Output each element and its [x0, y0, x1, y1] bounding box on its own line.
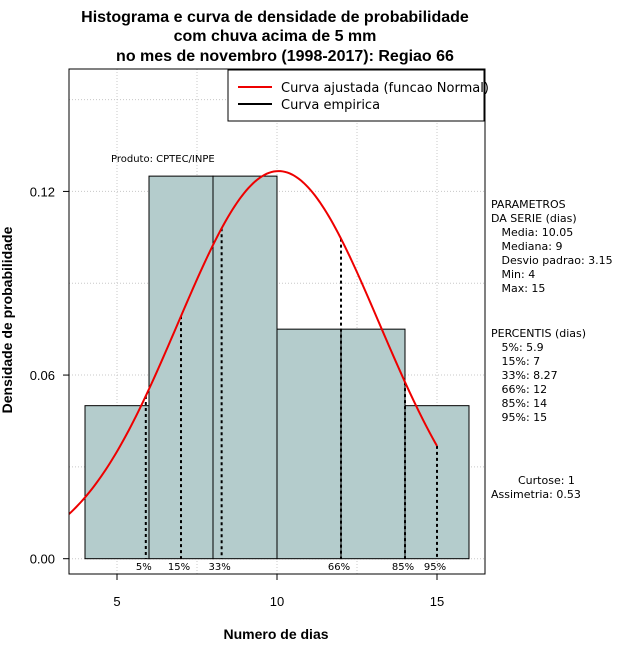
legend-label-normal: Curva ajustada (funcao Normal) [281, 81, 489, 96]
parametros-line: Min: 4 [491, 268, 535, 281]
legend-box [227, 69, 485, 122]
parametros-line: Mediana: 9 [491, 240, 562, 253]
histogram-bar [84, 405, 150, 560]
x-axis-title: Numero de dias [223, 626, 328, 642]
percentile-label: 95% [424, 562, 446, 573]
normal-curve-layer [69, 170, 438, 515]
x-tick-label: 5 [113, 594, 120, 609]
histogram-bar [340, 328, 406, 560]
chart-title-line-1: Histograma e curva de densidade de proba… [81, 9, 469, 26]
chart-title-line-2: com chuva acima de 5 mm [174, 28, 377, 45]
percentile-label: 85% [392, 562, 414, 573]
percentis-line: PERCENTIS (dias) [491, 327, 586, 340]
assimetria-text: Assimetria: 0.53 [491, 488, 581, 501]
percentis-line: 33%: 8.27 [491, 369, 558, 382]
percentile-label: 15% [168, 562, 190, 573]
y-tick-label: 0.06 [30, 368, 55, 383]
parametros-block: PARAMETROS DA SERIE (dias) Media: 10.05 … [0, 0, 630, 295]
product-annotation: Produto: CPTEC/INPE [111, 154, 215, 165]
y-tick-label: 0.12 [30, 184, 55, 199]
percentis-block: PERCENTIS (dias) 5%: 5.9 15%: 7 33%: 8.2… [491, 327, 586, 424]
legend: Curva ajustada (funcao Normal) Curva emp… [227, 69, 489, 122]
percentile-lines [144, 228, 438, 559]
axes: 5% 15% 33% 66% 85% 95% 5 10 15 0.00 0.06 0.12 [30, 184, 446, 609]
histogram-bar [212, 175, 278, 560]
x-tick-label: 10 [270, 594, 284, 609]
x-tick-label: 15 [430, 594, 444, 609]
normal-curve [69, 170, 438, 515]
curtose-text: Curtose: 1 [518, 474, 575, 487]
percentis-line: 95%: 15 [491, 411, 547, 424]
parametros-line: Media: 10.05 [491, 226, 573, 239]
percentis-line: 5%: 5.9 [491, 341, 544, 354]
parametros-line: PARAMETROS [491, 198, 566, 211]
percentis-line: 15%: 7 [491, 355, 540, 368]
histogram-bar [276, 328, 342, 560]
parametros-line: Max: 15 [491, 282, 545, 295]
y-axis-title: Densidade de probabilidade [0, 226, 15, 413]
percentis-line: 66%: 12 [491, 383, 547, 396]
parametros-line: Desvio padrao: 3.15 [491, 254, 613, 267]
percentile-label: 66% [328, 562, 350, 573]
y-tick-label: 0.00 [30, 552, 55, 567]
chart-title-line-3: no mes de novembro (1998-2017): Regiao 6… [116, 48, 454, 65]
parametros-line: DA SERIE (dias) [491, 212, 577, 225]
percentile-label: 5% [136, 562, 152, 573]
legend-label-empirical: Curva empirica [281, 98, 380, 113]
histogram-bars [84, 175, 470, 560]
percentis-line: 85%: 14 [491, 397, 547, 410]
percentile-label: 33% [209, 562, 231, 573]
